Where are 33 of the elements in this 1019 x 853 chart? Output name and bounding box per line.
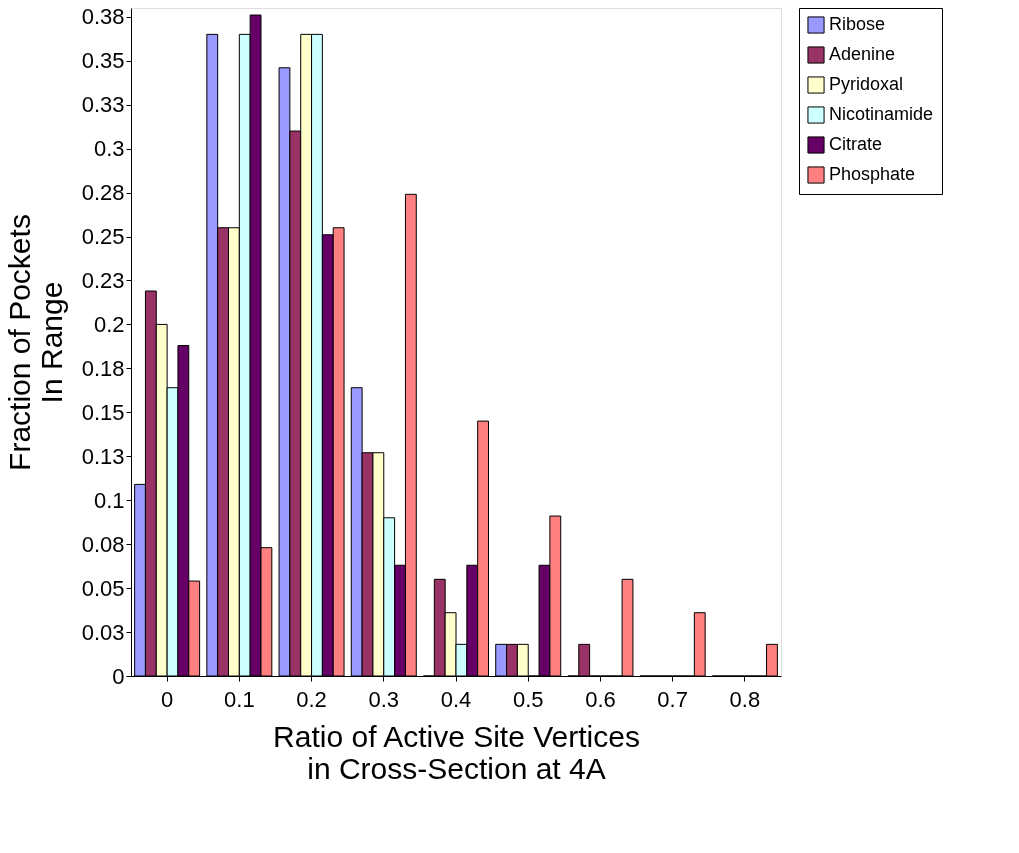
y-tick-label: 0.3 xyxy=(93,136,125,162)
legend-label: Ribose xyxy=(829,14,886,34)
y-tick-label: 0.13 xyxy=(81,443,125,469)
x-axis-title: Ratio of Active Site Vertices in Cross-Section at 4A xyxy=(273,719,640,785)
y-tick-label: 0.23 xyxy=(81,267,125,293)
x-tick-label: 0.1 xyxy=(224,686,255,712)
x-tick-label: 0.2 xyxy=(296,686,327,712)
y-axis-title: Fraction of Pockets In Range xyxy=(2,214,68,471)
legend-label: Phosphate xyxy=(829,164,916,184)
x-tick-label: 0.3 xyxy=(368,686,400,712)
y-tick-label: 0.28 xyxy=(81,180,125,206)
y-tick-label: 0.38 xyxy=(81,4,125,30)
legend-label: Nicotinamide xyxy=(829,104,934,124)
x-tick-label: 0.8 xyxy=(729,686,761,712)
y-tick-label: 0.15 xyxy=(81,399,125,425)
y-tick-label: 0.25 xyxy=(81,224,125,250)
x-tick-label: 0.6 xyxy=(585,686,616,712)
y-tick-label: 0.03 xyxy=(81,619,125,645)
y-tick-label: 0.08 xyxy=(81,531,125,557)
y-tick-label: 0 xyxy=(112,663,125,689)
y-tick-label: 0.33 xyxy=(81,92,125,118)
x-tick-label: 0 xyxy=(160,686,174,712)
legend-label: Pyridoxal xyxy=(829,74,904,94)
x-tick-label: 0.4 xyxy=(440,686,472,712)
x-tick-label: 0.5 xyxy=(512,686,544,712)
y-tick-label: 0.2 xyxy=(93,311,125,337)
legend-label: Adenine xyxy=(829,44,896,64)
y-tick-label: 0.1 xyxy=(93,487,125,513)
y-tick-label: 0.35 xyxy=(81,48,125,74)
y-tick-label: 0.18 xyxy=(81,355,125,381)
legend-label: Citrate xyxy=(829,134,883,154)
y-tick-label: 0.05 xyxy=(81,575,125,601)
x-tick-label: 0.7 xyxy=(657,686,688,712)
